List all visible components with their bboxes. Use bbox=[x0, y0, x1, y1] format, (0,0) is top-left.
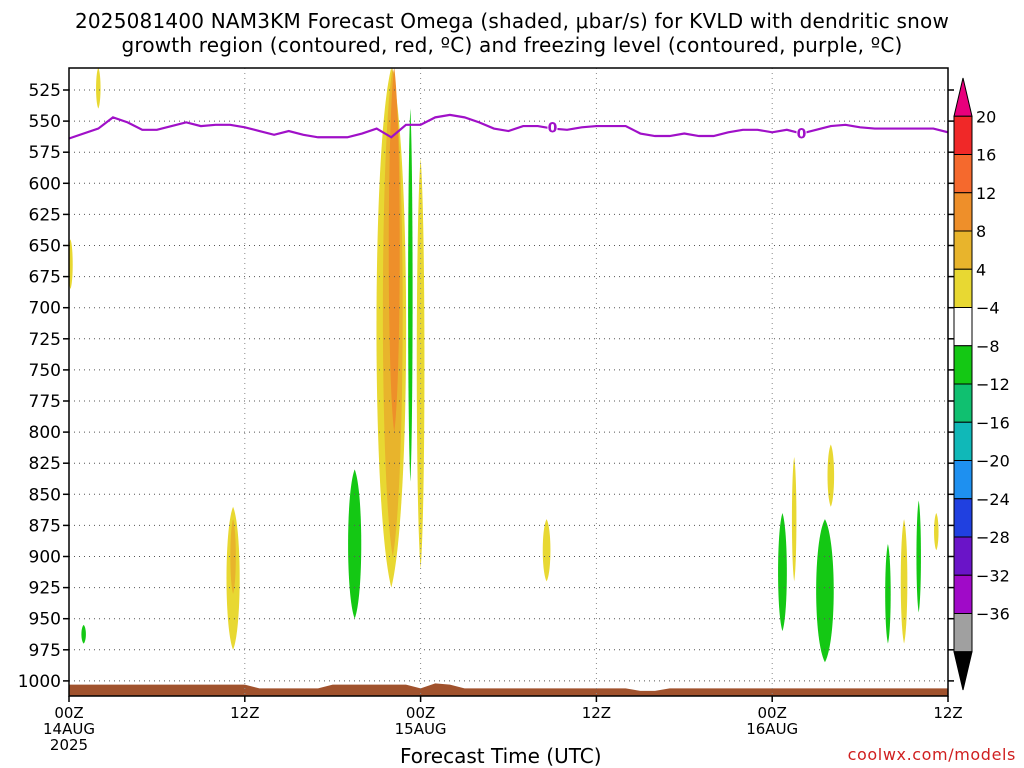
omega-region-17 bbox=[900, 519, 908, 644]
y-tick-label-825: 825 bbox=[29, 454, 61, 474]
omega-region-14 bbox=[816, 519, 834, 663]
omega-region-9 bbox=[96, 68, 101, 109]
y-tick-label-875: 875 bbox=[29, 516, 61, 536]
colorbar-swatch-5 bbox=[953, 268, 973, 308]
y-tick-label-750: 750 bbox=[29, 361, 61, 381]
x-axis-label: Forecast Time (UTC) bbox=[400, 744, 602, 768]
colorbar-label-10: −24 bbox=[976, 490, 1010, 509]
y-tick-label-700: 700 bbox=[29, 299, 61, 319]
y-tick-label-575: 575 bbox=[29, 143, 61, 163]
omega-region-6 bbox=[230, 519, 236, 594]
x-tick-label-48-0: 00Z bbox=[758, 704, 787, 722]
x-tick-label-60-0: 12Z bbox=[933, 704, 962, 722]
colorbar-swatch-2 bbox=[953, 154, 973, 194]
omega-region-15 bbox=[827, 444, 835, 507]
site-credit[interactable]: coolwx.com/models bbox=[847, 745, 1016, 764]
plot-frame bbox=[68, 67, 949, 697]
y-tick-label-1000: 1000 bbox=[18, 672, 61, 692]
y-tick-label-675: 675 bbox=[29, 268, 61, 288]
y-tick-label-550: 550 bbox=[29, 112, 61, 132]
x-tick-label-48-1: 16AUG bbox=[746, 720, 798, 738]
colorbar-swatch-12 bbox=[953, 536, 973, 576]
chart-title-line-1: 2025081400 NAM3KM Forecast Omega (shaded… bbox=[74, 9, 950, 33]
y-tick-label-625: 625 bbox=[29, 205, 61, 225]
y-tick-label-775: 775 bbox=[29, 392, 61, 412]
omega-region-18 bbox=[916, 500, 921, 613]
y-tick-label-600: 600 bbox=[29, 174, 61, 194]
y-tick-label-800: 800 bbox=[29, 423, 61, 443]
omega-region-11 bbox=[81, 624, 86, 644]
colorbar-swatch-7 bbox=[953, 345, 973, 385]
colorbar-label-7: −12 bbox=[976, 375, 1010, 394]
colorbar-label-0: 20 bbox=[976, 107, 996, 126]
omega-region-13 bbox=[791, 456, 797, 582]
colorbar-label-5: −4 bbox=[976, 299, 1000, 318]
freezing-level-label-0: 0 bbox=[548, 120, 558, 136]
colorbar-swatch-4 bbox=[953, 230, 973, 270]
terrain-fill bbox=[69, 683, 948, 696]
y-tick-label-900: 900 bbox=[29, 548, 61, 568]
colorbar-swatch-11 bbox=[953, 498, 973, 538]
y-tick-label-525: 525 bbox=[29, 81, 61, 101]
colorbar-swatch-top bbox=[953, 77, 973, 117]
colorbar-label-6: −8 bbox=[976, 337, 1000, 356]
freezing-level-label-1: 0 bbox=[797, 127, 807, 143]
x-tick-label-36-0: 12Z bbox=[582, 704, 611, 722]
y-tick-label-925: 925 bbox=[29, 579, 61, 599]
colorbar-swatch-3 bbox=[953, 192, 973, 232]
x-tick-label-12-0: 12Z bbox=[230, 704, 259, 722]
y-tick-label-650: 650 bbox=[29, 237, 61, 257]
y-tick-label-975: 975 bbox=[29, 641, 61, 661]
colorbar-swatch-6 bbox=[953, 307, 973, 347]
omega-region-12 bbox=[778, 512, 787, 632]
omega-region-3 bbox=[408, 108, 413, 482]
colorbar-swatch-14 bbox=[953, 613, 973, 653]
freezing-level-line bbox=[69, 113, 948, 140]
colorbar-swatch-13 bbox=[953, 574, 973, 614]
y-tick-label-725: 725 bbox=[29, 330, 61, 350]
omega-region-16 bbox=[885, 544, 891, 644]
x-tick-label-24-1: 15AUG bbox=[395, 720, 447, 738]
colorbar-label-9: −20 bbox=[976, 452, 1010, 471]
colorbar-swatch-bottom bbox=[953, 651, 973, 691]
colorbar-label-1: 16 bbox=[976, 146, 996, 165]
colorbar-swatch-10 bbox=[953, 460, 973, 500]
colorbar-label-11: −28 bbox=[976, 528, 1010, 547]
x-tick-label-0-1: 14AUG bbox=[43, 720, 95, 738]
chart-title-line-2: growth region (contoured, red, ºC) and f… bbox=[121, 33, 903, 57]
colorbar-swatch-9 bbox=[953, 421, 973, 461]
x-tick-label-24-0: 00Z bbox=[406, 704, 435, 722]
omega-region-7 bbox=[348, 469, 362, 619]
x-tick-label-0-0: 00Z bbox=[54, 704, 83, 722]
x-tick-label-0-2: 2025 bbox=[50, 736, 88, 754]
colorbar-swatch-8 bbox=[953, 383, 973, 423]
colorbar-label-8: −16 bbox=[976, 413, 1010, 432]
y-tick-label-850: 850 bbox=[29, 485, 61, 505]
colorbar-label-2: 12 bbox=[976, 184, 996, 203]
omega-region-8 bbox=[542, 519, 551, 582]
y-tick-label-950: 950 bbox=[29, 610, 61, 630]
omega-region-19 bbox=[934, 512, 939, 551]
colorbar-label-13: −36 bbox=[976, 605, 1010, 624]
colorbar-label-12: −32 bbox=[976, 566, 1010, 585]
colorbar-label-4: 4 bbox=[976, 260, 986, 279]
colorbar-swatch-1 bbox=[953, 115, 973, 155]
colorbar-label-3: 8 bbox=[976, 222, 986, 241]
omega-region-2 bbox=[388, 68, 400, 433]
